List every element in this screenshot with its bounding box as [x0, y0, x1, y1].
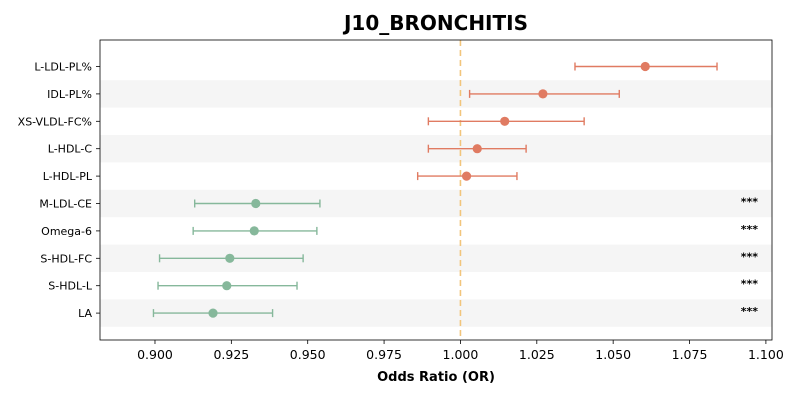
- forest-row-6: [192, 226, 318, 236]
- y-tick-label: M-LDL-CE: [39, 198, 92, 211]
- or-point: [500, 116, 510, 126]
- or-point: [461, 171, 472, 181]
- row-band: [100, 80, 772, 108]
- forest-row-8: [157, 281, 298, 291]
- y-tick-label: S-HDL-L: [48, 280, 93, 293]
- forest-row-3: [427, 144, 527, 154]
- x-tick-label: 1.050: [595, 347, 631, 362]
- x-tick-label: 0.975: [366, 347, 402, 362]
- forest-row-5: [193, 198, 321, 209]
- or-point: [538, 89, 548, 99]
- or-point: [225, 253, 235, 263]
- significance-label: ***: [741, 196, 759, 209]
- forest-row-2: [427, 116, 585, 126]
- y-tick-label: IDL-PL%: [47, 88, 92, 101]
- or-point: [222, 281, 232, 291]
- or-point: [251, 198, 261, 209]
- significance-label: ***: [741, 223, 759, 236]
- significance-label: ***: [741, 278, 759, 291]
- y-axis-ticks: L-LDL-PL% IDL-PL% XS-VLDL-FC% L-HDL-C L-HDL-…: [18, 61, 100, 320]
- y-tick-label: Omega-6: [41, 225, 92, 238]
- y-tick-label: LA: [78, 307, 92, 320]
- x-tick-label: 1.000: [443, 347, 479, 362]
- forest-row-1: [468, 89, 620, 99]
- chart-title: J10_BRONCHITIS: [342, 11, 528, 35]
- data-marks: [152, 61, 718, 318]
- x-tick-label: 0.950: [290, 347, 326, 362]
- x-tick-label: 0.900: [137, 347, 173, 362]
- y-tick-label: XS-VLDL-FC%: [18, 115, 92, 128]
- forest-row-4: [416, 171, 518, 181]
- y-tick-label: L-LDL-PL%: [34, 61, 92, 74]
- x-tick-label: 0.925: [213, 347, 249, 362]
- y-tick-label: L-HDL-PL: [43, 170, 93, 183]
- x-axis-ticks: 0.900 0.925 0.950 0.975 1.000 1.025 1.050 1.075…: [137, 340, 784, 362]
- significance-label: ***: [741, 250, 759, 263]
- y-tick-label: L-HDL-C: [48, 143, 93, 156]
- significance-label: ***: [741, 305, 759, 318]
- x-axis-label: Odds Ratio (OR): [377, 370, 495, 385]
- forest-row-0: [574, 61, 718, 72]
- or-point: [249, 226, 259, 236]
- significance-labels: *** *** *** *** ***: [741, 196, 759, 319]
- plot-frame: [99, 39, 773, 341]
- or-point: [208, 308, 218, 318]
- or-point: [472, 144, 482, 154]
- x-tick-label: 1.025: [519, 347, 555, 362]
- forest-row-9: [152, 308, 274, 318]
- or-point: [640, 61, 650, 72]
- x-tick-label: 1.075: [672, 347, 708, 362]
- y-tick-label: S-HDL-FC: [40, 252, 92, 265]
- forest-row-7: [158, 253, 304, 263]
- x-tick-label: 1.100: [748, 347, 784, 362]
